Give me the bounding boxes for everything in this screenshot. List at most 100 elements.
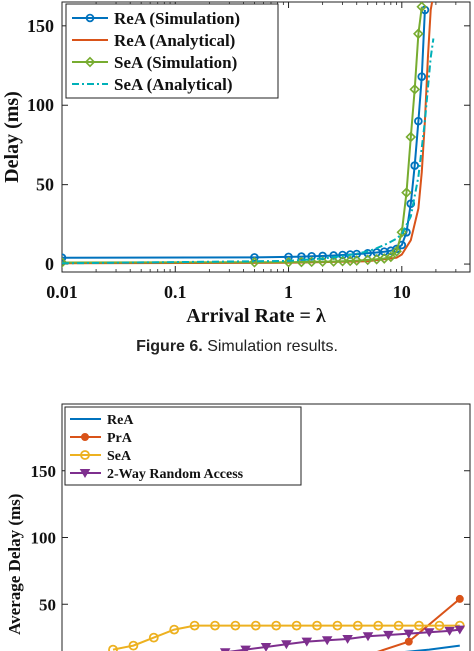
data-point [307, 251, 316, 261]
legend-label: SeA (Analytical) [114, 75, 233, 94]
caption-text: Simulation results. [207, 338, 338, 355]
data-point [444, 626, 455, 636]
data-point [189, 620, 200, 631]
data-point [62, 257, 68, 268]
data-point [352, 620, 363, 631]
chart-average-delay: 50 100 150 Average Delay (ms) ReA PrA SeA 2-Way… [5, 403, 471, 651]
legend-entry: ReA (Simulation) [72, 9, 240, 28]
series-sea-analytical [62, 38, 435, 265]
legend-2: ReA PrA SeA 2-Way Random Access [64, 406, 302, 486]
data-point [414, 116, 423, 126]
data-point [230, 620, 241, 631]
data-point [385, 251, 397, 263]
legend-label: ReA (Simulation) [114, 9, 240, 28]
legend-label: ReA (Analytical) [114, 31, 235, 50]
data-point [291, 620, 302, 631]
series-group-2 [108, 594, 466, 651]
data-point [423, 628, 435, 638]
legend-marker [84, 56, 96, 68]
legend-entry: 2-Way Random Access [70, 467, 244, 482]
series-line [404, 644, 460, 651]
y-tick-label: 150 [31, 462, 57, 481]
data-point [312, 620, 322, 631]
data-point [396, 226, 408, 238]
figure-caption: Figure 6. Simulation results. [0, 338, 474, 356]
data-point [405, 131, 417, 143]
data-point [417, 72, 427, 81]
y-tick-label: 50 [36, 175, 54, 195]
data-point [271, 620, 282, 631]
data-point [362, 254, 374, 266]
y-axis-label: Delay (ms) [1, 91, 23, 183]
legend-entry: ReA [70, 413, 134, 428]
x-tick-label: 0.01 [46, 282, 78, 302]
data-point [410, 161, 420, 170]
legend-box [65, 3, 279, 99]
data-point [351, 255, 363, 266]
data-point [455, 594, 464, 603]
data-point [391, 246, 402, 257]
series-line [62, 38, 435, 265]
data-point [321, 636, 333, 646]
legend-label: ReA [107, 413, 134, 428]
series-pra [367, 594, 464, 651]
series-line [62, 9, 426, 259]
data-point [250, 253, 259, 262]
legend-marker [79, 468, 91, 478]
data-point [409, 84, 421, 95]
x-tick-label: 10 [393, 282, 411, 302]
legend-entry: SeA (Simulation) [72, 53, 237, 72]
y-tick-label: 100 [31, 529, 57, 548]
data-point [371, 253, 383, 265]
data-point [301, 637, 313, 647]
data-point [148, 632, 159, 643]
legend-entry: SeA (Analytical) [72, 75, 233, 94]
data-point [332, 620, 343, 631]
legend-entry: SeA [70, 449, 132, 464]
data-point [362, 632, 374, 642]
series-rea [404, 644, 460, 651]
data-point [401, 187, 412, 198]
legend-label: 2-Way Random Access [107, 467, 244, 482]
series-group-1 [62, 2, 435, 268]
y-axis-label: Average Delay (ms) [5, 494, 24, 635]
data-point [281, 640, 292, 650]
legend-marker [81, 433, 89, 441]
x-tick-label: 1 [284, 282, 293, 302]
data-point [403, 629, 415, 639]
legend-marker [80, 450, 90, 460]
y-tick-label: 100 [27, 95, 54, 115]
legend-1: ReA (Simulation) ReA (Analytical) SeA (Sim… [65, 3, 279, 99]
data-point [210, 620, 220, 631]
data-point [240, 645, 251, 651]
data-point [329, 251, 338, 260]
data-point [404, 637, 413, 646]
data-point [219, 648, 231, 651]
data-point [414, 620, 424, 631]
legend-label: SeA (Simulation) [114, 53, 237, 72]
legend-label: PrA [107, 431, 133, 446]
data-point [250, 620, 261, 631]
legend-marker [85, 13, 95, 23]
plot-area-1 [61, 1, 471, 273]
data-point [383, 630, 394, 640]
data-point [454, 625, 466, 635]
caption-label: Figure 6. [136, 338, 203, 355]
data-point [393, 620, 404, 631]
data-point [108, 644, 118, 651]
data-point [62, 253, 67, 263]
data-point [416, 2, 428, 13]
legend-box [64, 406, 302, 486]
data-point [337, 255, 348, 267]
legend-label: SeA [107, 449, 132, 464]
series-line [376, 598, 461, 651]
x-axis-label: Arrival Rate = λ [186, 305, 326, 327]
data-point [342, 634, 353, 644]
data-point [317, 256, 328, 268]
data-point [260, 642, 272, 651]
data-point [328, 256, 339, 267]
data-point [413, 28, 424, 40]
data-point [128, 640, 139, 651]
